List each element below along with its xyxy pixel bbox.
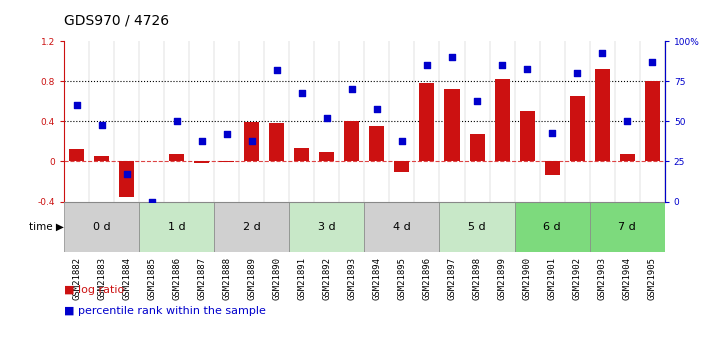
Bar (469, 135, 485, 161)
Text: 0 d: 0 d (92, 222, 110, 232)
Bar (370, 127, 385, 161)
Bar (269, 124, 284, 161)
Bar (419, 83, 434, 161)
Bar (289, 201, 365, 252)
Text: time ▶: time ▶ (29, 222, 64, 232)
Bar (594, 69, 610, 161)
Point (96, 122, 107, 127)
Bar (515, 201, 589, 252)
Text: 5 d: 5 d (469, 222, 486, 232)
Point (471, 98, 483, 104)
Bar (319, 152, 334, 161)
Point (396, 138, 407, 144)
Point (296, 90, 307, 96)
Bar (169, 155, 184, 161)
Text: 7 d: 7 d (619, 222, 636, 232)
Bar (520, 111, 535, 161)
Bar (94, 157, 109, 161)
Bar (570, 97, 584, 161)
Point (496, 63, 508, 68)
Point (547, 130, 558, 136)
Point (346, 87, 358, 92)
Text: 3 d: 3 d (318, 222, 336, 232)
Bar (194, 161, 209, 164)
Point (246, 138, 257, 144)
Point (371, 106, 383, 111)
Point (621, 119, 633, 124)
Point (521, 66, 533, 71)
Bar (119, 161, 134, 197)
Bar (139, 201, 214, 252)
Text: 4 d: 4 d (393, 222, 411, 232)
Bar (439, 201, 515, 252)
Bar (395, 161, 410, 171)
Bar (219, 161, 234, 162)
Text: 6 d: 6 d (543, 222, 561, 232)
Bar (245, 122, 260, 161)
Bar (589, 201, 665, 252)
Point (422, 63, 433, 68)
Point (271, 68, 282, 73)
Bar (645, 81, 660, 161)
Bar (294, 148, 309, 161)
Point (597, 50, 608, 55)
Point (171, 119, 182, 124)
Text: 2 d: 2 d (243, 222, 261, 232)
Bar (64, 201, 139, 252)
Bar (69, 149, 84, 161)
Text: 1 d: 1 d (168, 222, 186, 232)
Text: ■ log ratio: ■ log ratio (64, 285, 124, 295)
Point (146, 199, 157, 204)
Bar (344, 121, 359, 161)
Point (196, 138, 208, 144)
Bar (365, 201, 439, 252)
Point (121, 171, 132, 177)
Point (572, 71, 583, 76)
Bar (214, 201, 289, 252)
Point (321, 116, 333, 121)
Bar (444, 89, 459, 161)
Point (447, 55, 458, 60)
Point (221, 131, 232, 137)
Bar (495, 79, 510, 161)
Point (646, 59, 658, 65)
Text: GDS970 / 4726: GDS970 / 4726 (64, 14, 169, 28)
Point (71, 103, 82, 108)
Text: ■ percentile rank within the sample: ■ percentile rank within the sample (64, 306, 266, 315)
Bar (620, 155, 635, 161)
Bar (545, 161, 560, 175)
